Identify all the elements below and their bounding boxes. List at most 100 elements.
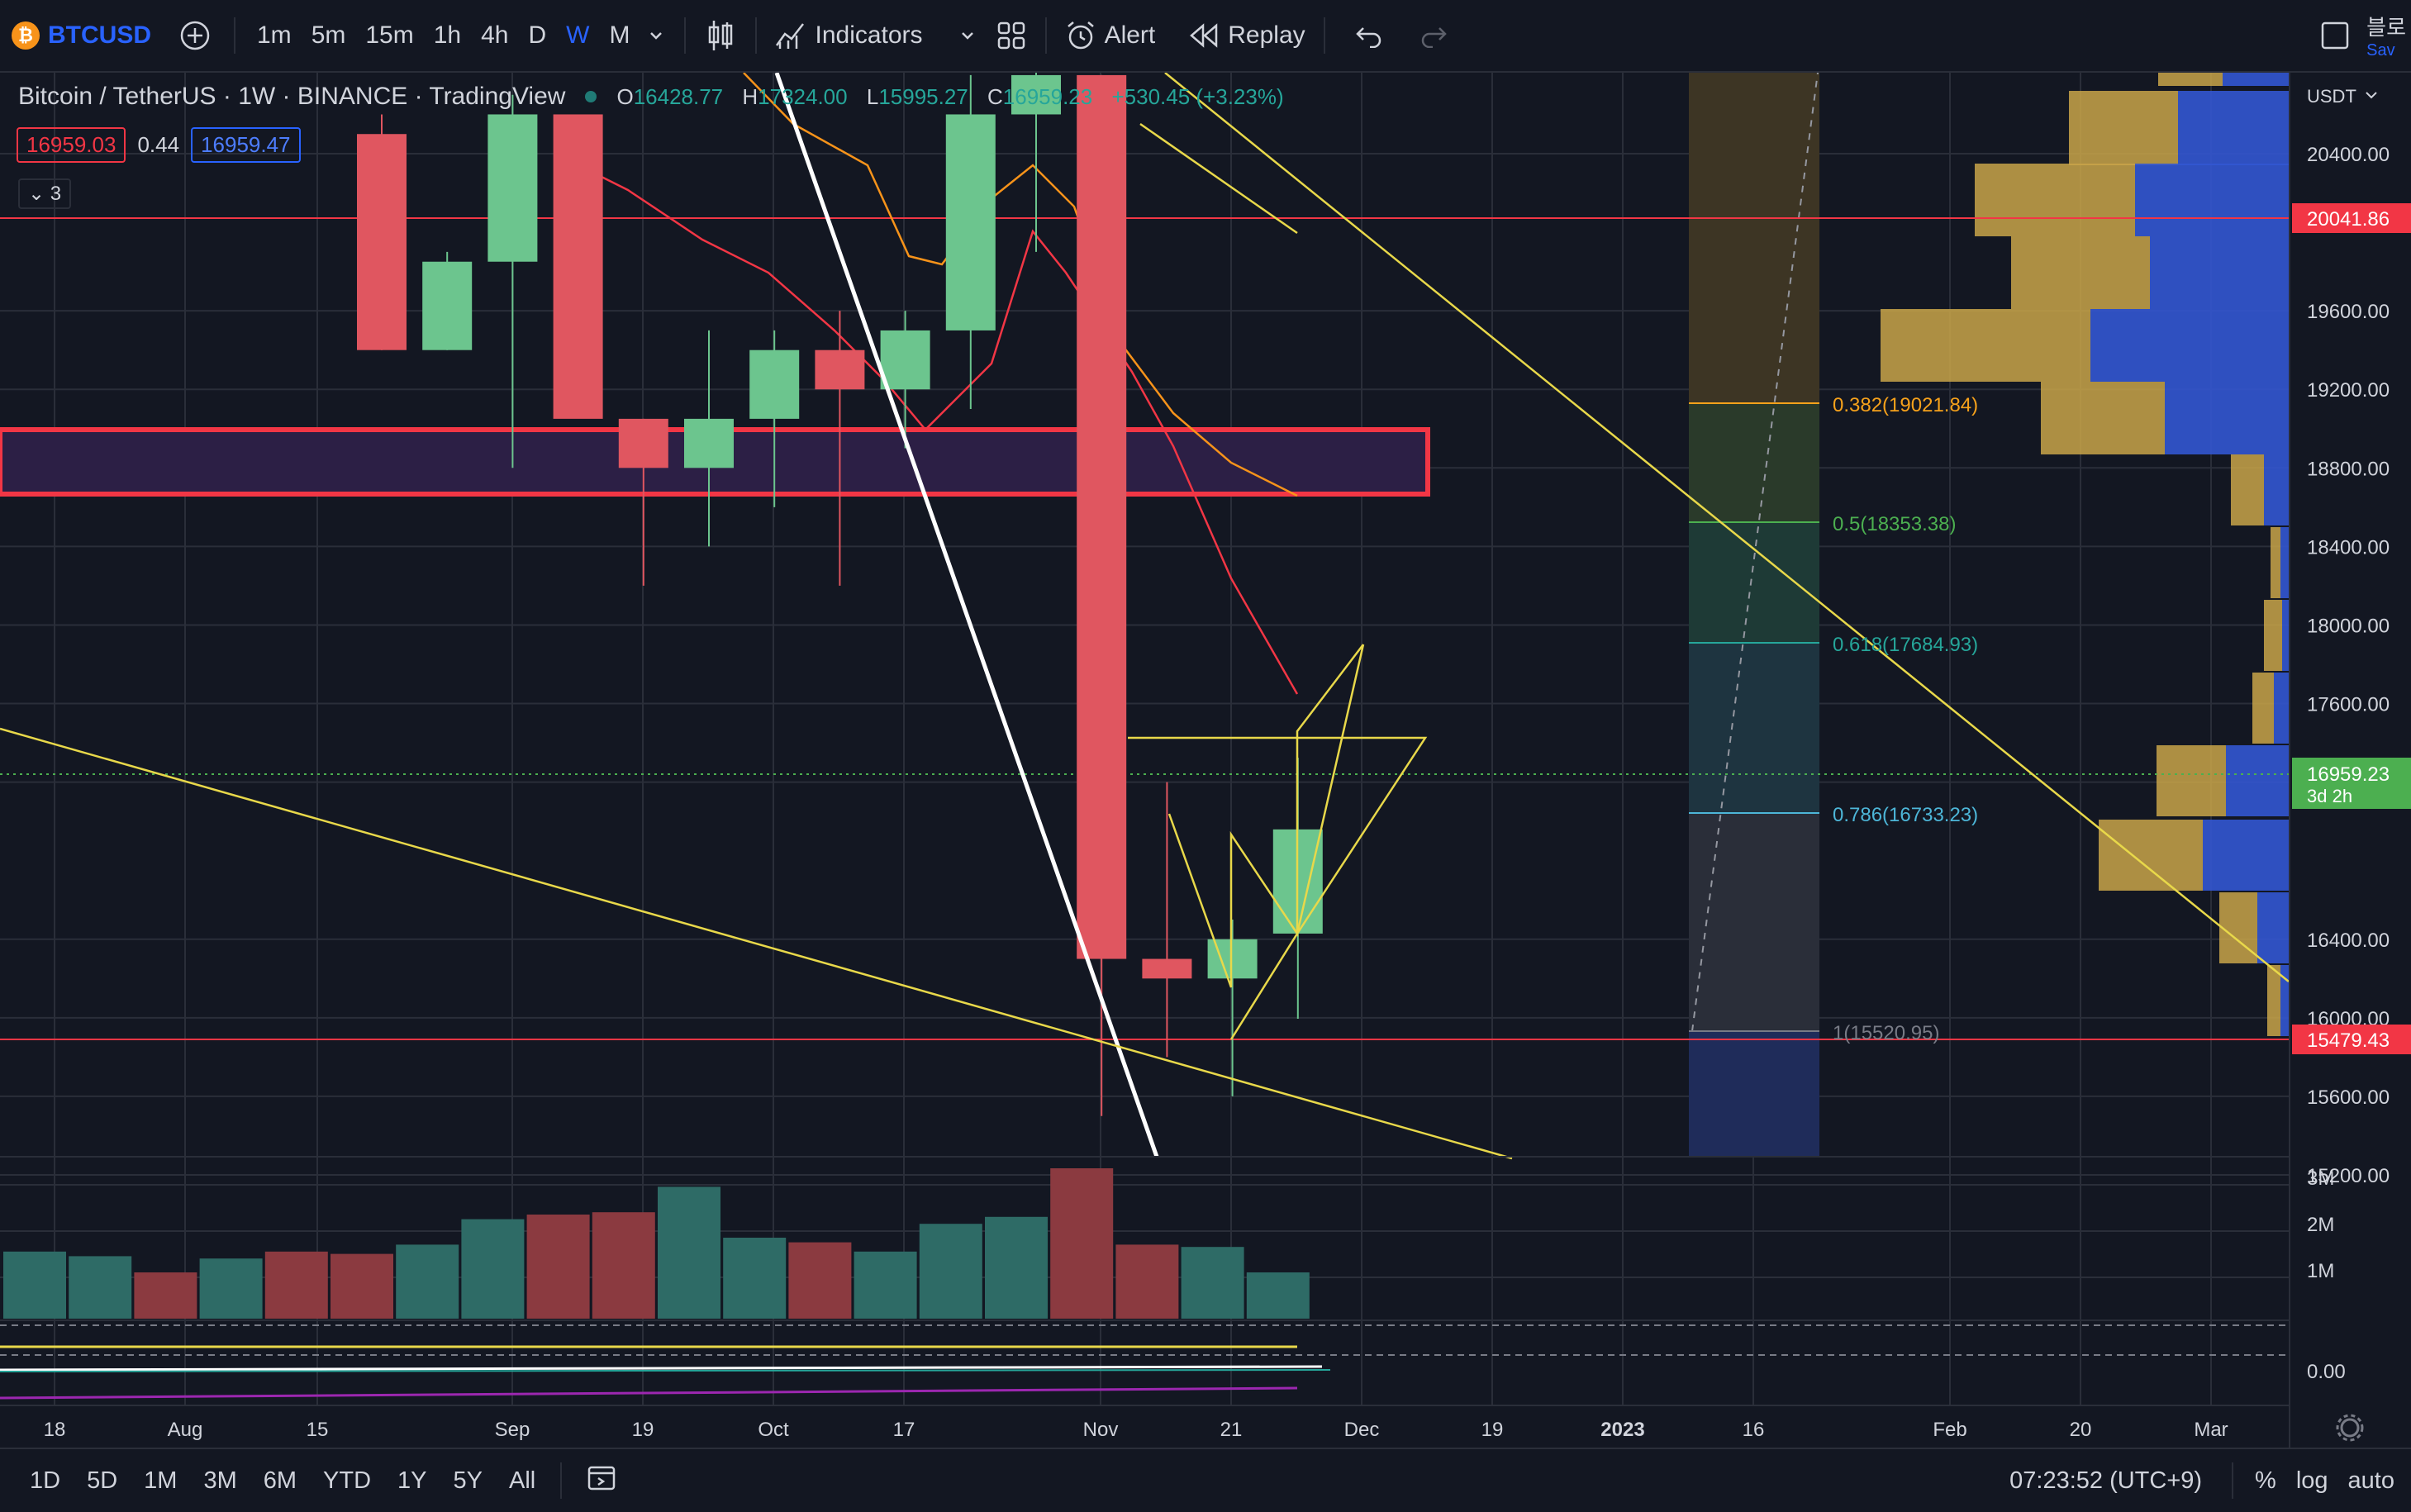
volume-profile-bar-up: [1975, 164, 2135, 236]
sell-price-button[interactable]: 16959.03: [17, 127, 126, 163]
volume-bar-down: [1050, 1168, 1114, 1319]
oscillator-tick: 0.00: [2307, 1361, 2346, 1383]
trend-lines[interactable]: [0, 73, 2289, 1160]
indicators-button[interactable]: Indicators: [768, 0, 929, 72]
trend-line-yellow-low[interactable]: [0, 727, 1513, 1160]
volume-profile-bar-up: [1881, 309, 2090, 382]
replay-button[interactable]: Replay: [1162, 0, 1311, 72]
range-3m[interactable]: 3M: [203, 1467, 237, 1494]
price-axis[interactable]: USDT 20400.00 19600.00 19200.00 18800.00 184…: [2289, 73, 2411, 1448]
time-axis-label: 2023: [1600, 1419, 1644, 1441]
gear-icon[interactable]: [2336, 1414, 2364, 1442]
candle-body-up: [487, 114, 538, 262]
volume-tick-3m: 3M: [2307, 1167, 2334, 1190]
range-1m[interactable]: 1M: [144, 1467, 178, 1494]
layout-button[interactable]: [989, 0, 1034, 72]
volume-profile-bar-up: [2231, 454, 2264, 525]
oscillator-pane: [0, 1324, 2289, 1400]
timeframe-dropdown-button[interactable]: [640, 0, 673, 72]
log-scale-toggle[interactable]: log: [2295, 1467, 2328, 1494]
alert-button[interactable]: Alert: [1058, 0, 1163, 72]
price-chart[interactable]: 0.382(19021.84) 0.5(18353.38) 0.618(17684.…: [0, 73, 2289, 1405]
hidden-indicator-count: 3: [50, 183, 62, 205]
price-tick-label: 18400.00: [2307, 536, 2390, 559]
range-6m[interactable]: 6M: [263, 1467, 297, 1494]
time-axis-label: 19: [1481, 1419, 1504, 1441]
redo-icon: [1421, 27, 1447, 48]
chart-type-button[interactable]: [697, 0, 744, 72]
symbol-title[interactable]: Bitcoin / TetherUS · 1W · BINANCE · Trad…: [18, 83, 566, 110]
time-axis-label: Oct: [758, 1419, 789, 1441]
candle-body-down: [618, 418, 668, 468]
bitcoin-icon: ₿: [12, 21, 40, 50]
date-range-button[interactable]: [573, 1463, 630, 1498]
triangle-pattern[interactable]: [1128, 644, 1428, 1040]
indicators-icon: [776, 23, 805, 49]
time-axis-label: Dec: [1344, 1419, 1380, 1441]
range-ytd[interactable]: YTD: [323, 1467, 372, 1494]
redo-button[interactable]: [1401, 0, 1466, 72]
volume-histogram: [3, 1168, 1310, 1319]
candle-body-up: [945, 114, 996, 330]
candle-body-down: [357, 134, 407, 350]
spread-value: 0.44: [137, 132, 180, 157]
volume-profile-bar-down: [2165, 382, 2289, 454]
market-status-dot: [585, 91, 597, 102]
indicators-dropdown-button[interactable]: [930, 0, 989, 72]
toolbar-divider: [1323, 17, 1325, 54]
timeframe-1m[interactable]: 1m: [257, 21, 292, 49]
percent-scale-toggle[interactable]: %: [2255, 1467, 2276, 1494]
open-value: 16428.77: [633, 83, 724, 109]
toolbar-divider: [1044, 17, 1047, 54]
timeframe-w[interactable]: W: [566, 21, 590, 49]
timeframe-15m[interactable]: 15m: [365, 21, 414, 49]
volume-profile-bar-down: [2135, 164, 2289, 236]
range-1y[interactable]: 1Y: [397, 1467, 427, 1494]
timeframe-d[interactable]: D: [528, 21, 547, 49]
trend-line-yellow-high[interactable]: [1164, 73, 2289, 982]
fib-zone-below: [1689, 1031, 1819, 1157]
time-axis[interactable]: 18 Aug 15 Sep 19 Oct 17 Nov 21 Dec 19 2023 16 Feb 20 Ma…: [0, 1405, 2289, 1449]
buy-price-button[interactable]: 16959.47: [191, 127, 301, 163]
moving-average-red: [578, 164, 1299, 695]
toolbar-divider: [560, 1462, 563, 1499]
fibonacci-retracement[interactable]: [1689, 73, 1819, 1157]
volume-profile-bar-up: [2264, 600, 2282, 671]
price-marker-current: 16959.23: [2307, 763, 2390, 786]
currency-selector[interactable]: USDT: [2307, 86, 2356, 107]
volume-profile-bar-down: [2282, 600, 2289, 671]
trend-line-white[interactable]: [774, 73, 1159, 1158]
range-all[interactable]: All: [509, 1467, 536, 1494]
range-5d[interactable]: 5D: [87, 1467, 118, 1494]
timeframe-1h[interactable]: 1h: [433, 21, 462, 49]
fullscreen-button[interactable]: [2304, 0, 2366, 72]
volume-tick-1m: 1M: [2307, 1260, 2334, 1282]
chevron-down-icon: ⌄: [28, 183, 45, 205]
oscillator-line-white: [0, 1365, 1323, 1372]
toolbar-divider: [755, 17, 758, 54]
candle-body-up: [880, 330, 930, 390]
timezone-clock[interactable]: 07:23:52 (UTC+9): [2009, 1467, 2203, 1494]
range-5y[interactable]: 5Y: [453, 1467, 483, 1494]
volume-profile-bar-down: [2203, 820, 2289, 891]
save-button[interactable]: 블로 Sav: [2366, 0, 2411, 72]
range-1d[interactable]: 1D: [30, 1467, 61, 1494]
auto-scale-toggle[interactable]: auto: [2347, 1467, 2394, 1494]
legend-collapse-button[interactable]: ⌄ 3: [18, 178, 72, 209]
trend-line-yellow-top[interactable]: [1139, 122, 1298, 235]
compare-button[interactable]: [151, 0, 222, 72]
price-marker-high: 20041.86: [2307, 208, 2390, 231]
volume-profile-bar-down: [2178, 91, 2289, 165]
fib-level-label: 0.786(16733.23): [1833, 804, 1978, 826]
candle-body-down: [1142, 958, 1192, 979]
timeframe-m[interactable]: M: [609, 21, 630, 49]
toolbar-divider: [684, 17, 687, 54]
moving-average-orange: [743, 73, 1298, 497]
zigzag-pattern[interactable]: [1167, 644, 1364, 988]
timeframe-4h[interactable]: 4h: [481, 21, 509, 49]
volume-bar-down: [264, 1251, 328, 1319]
candlestick-series[interactable]: [357, 73, 1323, 1116]
undo-button[interactable]: [1337, 0, 1401, 72]
timeframe-5m[interactable]: 5m: [311, 21, 346, 49]
symbol-search-button[interactable]: ₿ BTCUSD: [0, 0, 151, 72]
